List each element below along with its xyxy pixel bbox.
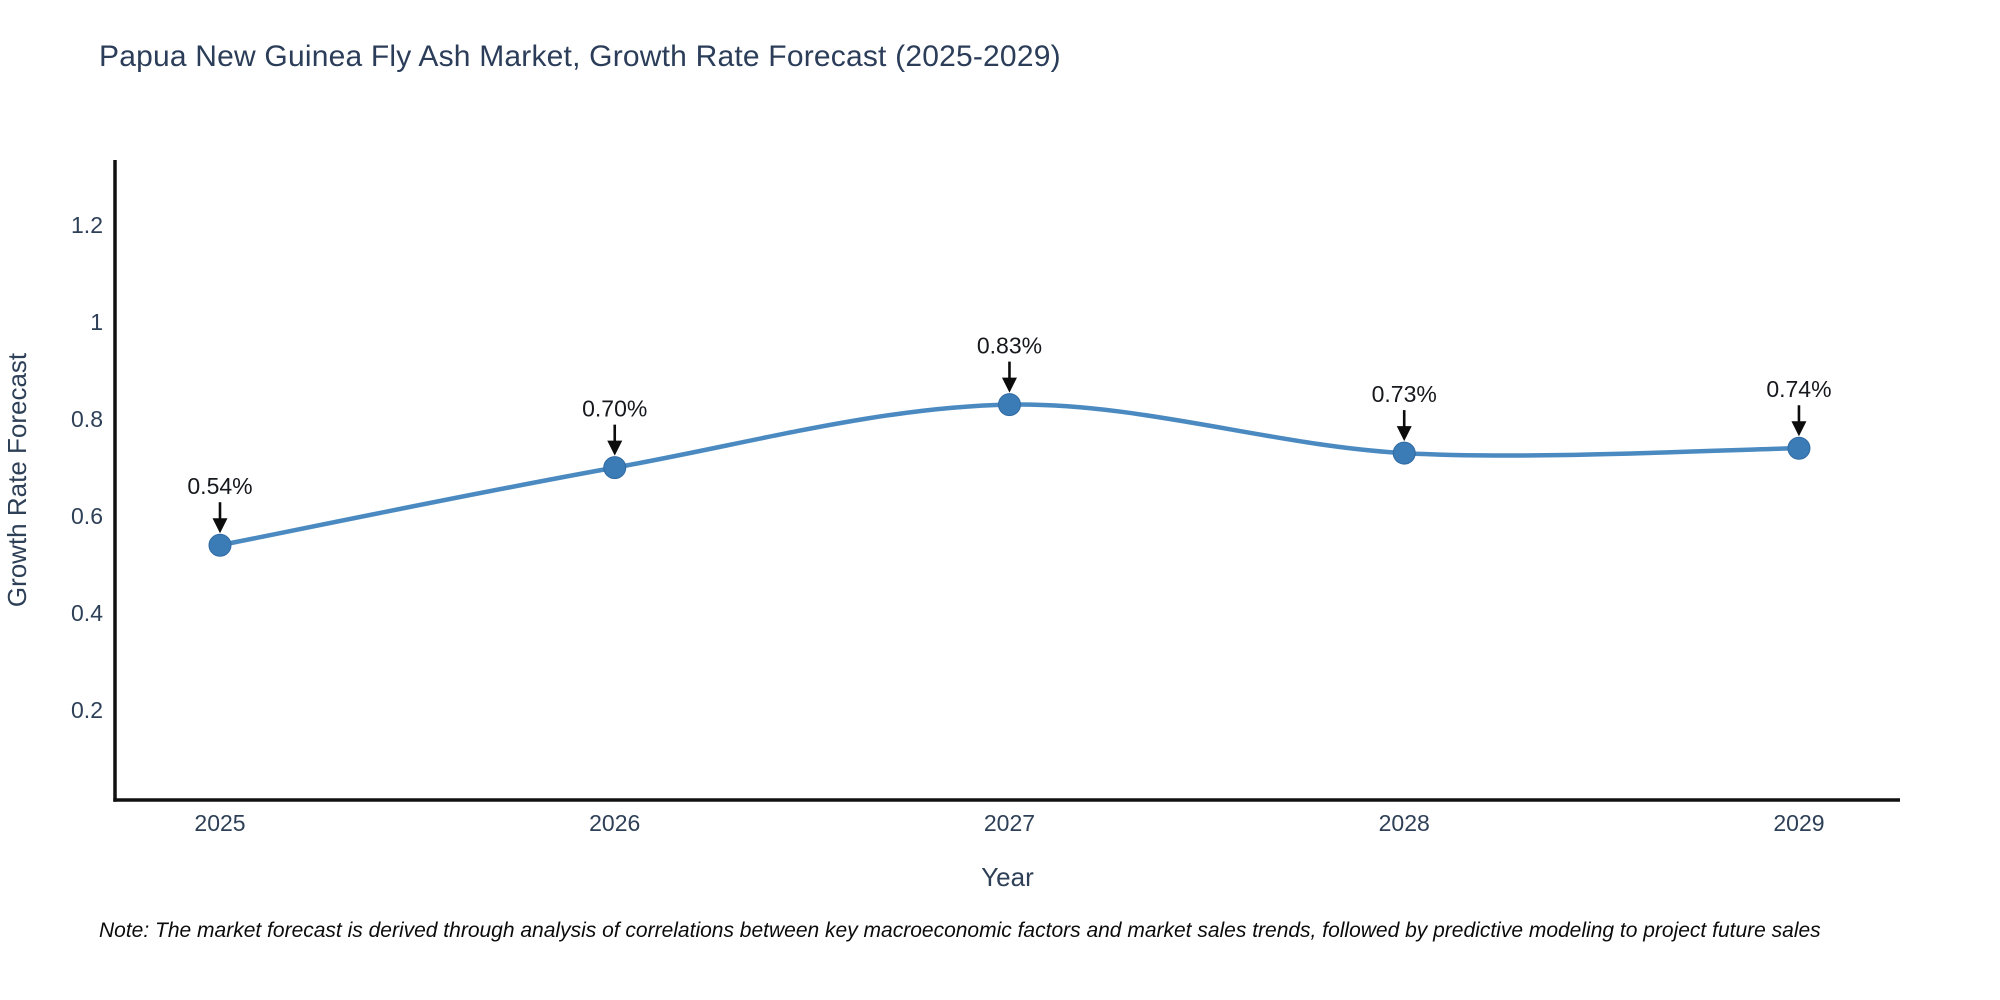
y-tick-label: 0.8 (71, 406, 103, 432)
y-tick-label: 0.2 (71, 697, 103, 723)
annotation-label: 0.83% (977, 333, 1042, 359)
x-axis-title: Year (981, 862, 1034, 892)
annotation-arrowhead (607, 440, 623, 456)
annotation-label: 0.54% (187, 473, 252, 499)
x-tick-label: 2027 (984, 810, 1035, 836)
x-tick-label: 2026 (589, 810, 640, 836)
y-tick-label: 1.2 (71, 212, 103, 238)
data-point-marker (603, 456, 627, 480)
chart-title: Papua New Guinea Fly Ash Market, Growth … (99, 40, 1061, 73)
data-point-marker (208, 533, 232, 557)
y-axis-title: Growth Rate Forecast (2, 352, 32, 607)
annotation-arrowhead (1791, 421, 1807, 437)
trend-line (217, 402, 1802, 548)
data-point-marker (997, 393, 1021, 417)
annotation-label: 0.70% (582, 396, 647, 422)
data-point-marker (1787, 436, 1811, 460)
annotation-arrowhead (1396, 426, 1412, 442)
annotation-label: 0.74% (1766, 376, 1831, 402)
data-point-marker (1392, 441, 1416, 465)
annotation-label: 0.73% (1372, 381, 1437, 407)
annotation-arrowhead (212, 518, 228, 534)
annotation-arrowhead (1001, 377, 1017, 393)
y-tick-label: 1 (90, 309, 103, 335)
x-tick-label: 2025 (194, 810, 245, 836)
x-tick-label: 2028 (1379, 810, 1430, 836)
chart-footnote: Note: The market forecast is derived thr… (99, 919, 1821, 942)
x-tick-label: 2029 (1773, 810, 1824, 836)
y-tick-label: 0.6 (71, 503, 103, 529)
y-tick-label: 0.4 (71, 600, 103, 626)
